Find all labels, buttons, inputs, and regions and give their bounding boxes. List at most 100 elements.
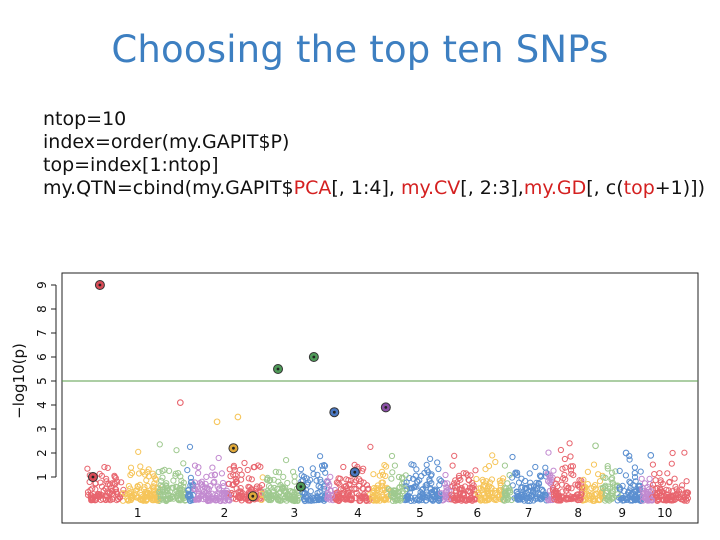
snp-point xyxy=(683,478,690,485)
snp-point xyxy=(207,483,214,490)
snp-point xyxy=(351,486,358,493)
snp-point xyxy=(346,496,353,503)
snp-point xyxy=(682,496,690,503)
snp-point xyxy=(317,476,324,483)
snp-point xyxy=(435,465,442,473)
snp-point xyxy=(506,485,513,492)
snp-point xyxy=(125,483,132,490)
snp-point xyxy=(522,477,529,485)
snp-point xyxy=(187,497,194,504)
snp-point xyxy=(526,494,533,501)
snp-point xyxy=(366,497,373,504)
snp-point xyxy=(637,468,644,475)
snp-point xyxy=(333,479,340,486)
snp-point xyxy=(112,475,119,482)
snp-point xyxy=(174,493,181,500)
y-tick-label: 5 xyxy=(35,377,49,385)
snp-point xyxy=(554,476,561,483)
snp-point xyxy=(471,496,478,503)
manhattan-plot: 1 2 3 4 5 6 7 8 9 1 2 3 4 5 6 7 8 9 10 −log10(p) xyxy=(10,272,699,524)
snp-point xyxy=(383,463,390,470)
snp-point xyxy=(671,475,678,482)
top-snp-dot xyxy=(332,410,336,414)
snp-point xyxy=(317,484,324,491)
snp-point xyxy=(482,466,489,473)
snp-point xyxy=(565,484,572,491)
snp-point xyxy=(258,490,266,498)
snp-point xyxy=(301,496,308,503)
snp-point xyxy=(150,497,157,504)
snp-point xyxy=(426,476,433,483)
snp-point xyxy=(310,471,317,478)
snp-point xyxy=(554,489,561,496)
snp-point xyxy=(209,464,216,471)
snp-point xyxy=(580,476,587,483)
code-text: [, 2:3], xyxy=(460,177,524,199)
snp-point xyxy=(667,496,674,503)
snp-point xyxy=(195,470,202,477)
snp-point xyxy=(575,496,582,503)
snp-point xyxy=(317,453,324,460)
snp-point xyxy=(144,482,151,490)
snp-point xyxy=(645,486,653,493)
snp-point xyxy=(590,461,598,468)
snp-point xyxy=(554,483,561,490)
snp-point xyxy=(526,470,533,477)
snp-point xyxy=(156,441,163,448)
snp-point xyxy=(561,455,569,463)
snp-point xyxy=(651,471,658,478)
snp-point xyxy=(444,480,451,487)
snp-point xyxy=(307,488,314,495)
snp-point xyxy=(413,466,420,473)
snp-point xyxy=(410,484,417,491)
snp-point xyxy=(120,486,127,493)
snp-point xyxy=(631,470,638,477)
snp-point xyxy=(340,463,347,471)
snp-point xyxy=(451,452,458,459)
y-axis-label: −log10(p) xyxy=(10,343,28,419)
snp-point xyxy=(619,497,626,504)
snp-point xyxy=(198,487,205,494)
snp-point xyxy=(119,490,127,497)
snp-point xyxy=(488,476,495,483)
top-snp-dot xyxy=(384,406,388,409)
snp-point xyxy=(272,468,279,475)
top-snp-marker xyxy=(380,402,391,413)
snp-point-notable xyxy=(592,442,599,450)
snp-point xyxy=(500,475,507,482)
snp-point xyxy=(423,497,430,504)
snp-point-notable xyxy=(622,449,630,457)
snp-point xyxy=(562,476,569,483)
snp-point xyxy=(235,492,242,499)
snp-point xyxy=(424,467,431,474)
snp-point xyxy=(116,494,124,501)
snp-point xyxy=(92,497,99,504)
snp-point xyxy=(251,463,258,471)
snp-point xyxy=(238,471,245,478)
snp-point xyxy=(128,488,135,495)
code-text: my.QTN=cbind(my.GAPIT$ xyxy=(43,177,294,199)
snp-point xyxy=(606,497,613,504)
snp-point xyxy=(215,454,222,462)
snp-point xyxy=(290,468,297,475)
snp-point xyxy=(295,492,302,499)
snp-point xyxy=(584,468,592,475)
snp-point xyxy=(217,497,224,505)
snp-point xyxy=(185,486,192,493)
snp-point xyxy=(545,449,552,456)
snp-point xyxy=(344,488,351,495)
plot-frame xyxy=(61,272,699,524)
top-snp-dot xyxy=(299,485,303,488)
snp-point xyxy=(276,490,283,497)
snp-point xyxy=(172,470,179,477)
snp-point xyxy=(638,475,645,482)
snp-point xyxy=(472,467,479,474)
snp-point-notable xyxy=(647,452,655,459)
snp-point xyxy=(565,496,572,503)
snp-point xyxy=(266,476,274,484)
snp-point xyxy=(473,475,480,483)
snp-point xyxy=(460,492,468,499)
snp-point xyxy=(492,458,499,466)
snp-point xyxy=(652,477,659,484)
snp-point xyxy=(631,474,639,481)
